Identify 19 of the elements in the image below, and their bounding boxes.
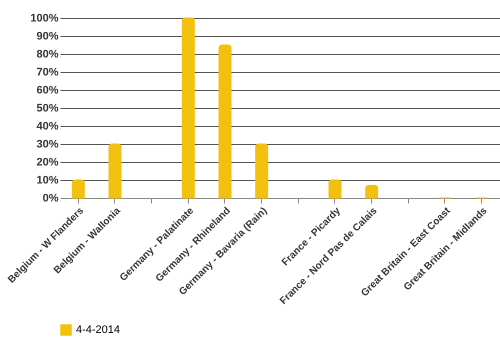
y-tick-label: 30% bbox=[36, 138, 59, 150]
y-tick-label: 100% bbox=[30, 12, 59, 24]
y-tick-label: 20% bbox=[36, 156, 59, 168]
y-tick-label: 40% bbox=[36, 120, 59, 132]
y-tick-label: 10% bbox=[36, 174, 59, 186]
y-tick-label: 60% bbox=[36, 84, 59, 96]
bar bbox=[328, 180, 342, 198]
y-tick-label: 50% bbox=[36, 102, 59, 114]
bar bbox=[255, 144, 268, 198]
bar bbox=[218, 44, 232, 198]
y-tick-label: 90% bbox=[36, 30, 59, 42]
bar bbox=[182, 18, 195, 198]
y-tick-label: 80% bbox=[36, 48, 59, 60]
legend-label: 4-4-2014 bbox=[76, 324, 120, 336]
bar bbox=[365, 184, 378, 198]
bar bbox=[72, 180, 85, 198]
y-tick-label: 70% bbox=[36, 66, 59, 78]
bar bbox=[108, 144, 122, 198]
y-tick-label: 0% bbox=[42, 192, 59, 204]
